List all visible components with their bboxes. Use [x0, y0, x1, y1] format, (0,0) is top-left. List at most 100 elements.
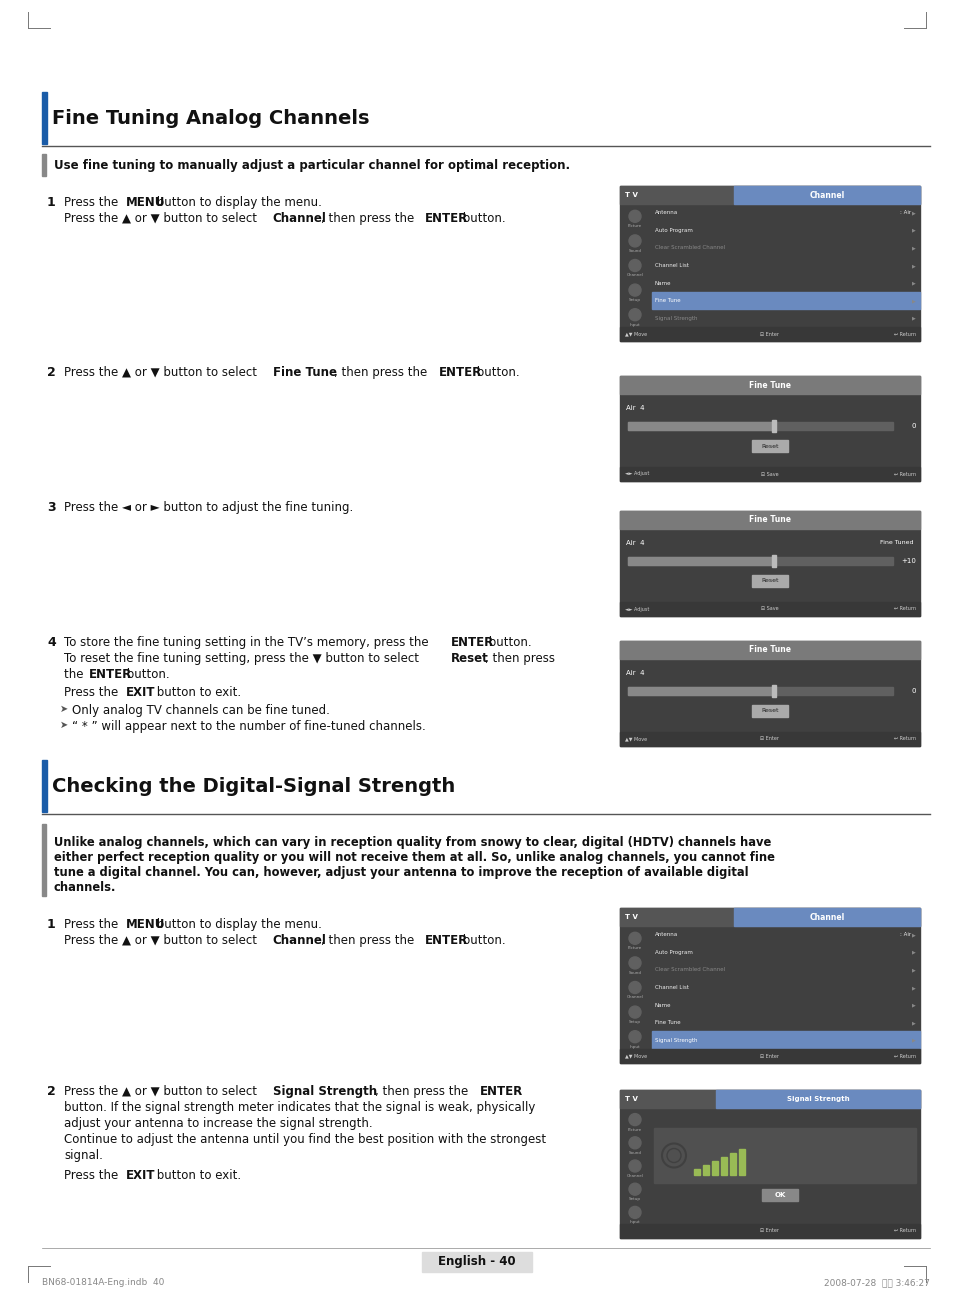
Bar — [751, 440, 787, 452]
Text: ▲▼ Move: ▲▼ Move — [624, 1053, 646, 1058]
Text: ▶: ▶ — [911, 950, 915, 955]
Bar — [651, 1031, 919, 1049]
Text: ▶: ▶ — [911, 1020, 915, 1026]
Text: Press the ▲ or ▼ button to select: Press the ▲ or ▼ button to select — [64, 212, 260, 225]
Text: ↩ Return: ↩ Return — [893, 736, 915, 741]
Text: ➤: ➤ — [60, 721, 68, 730]
Text: Reset: Reset — [760, 444, 778, 448]
Bar — [751, 705, 787, 717]
Text: Setup: Setup — [628, 1020, 640, 1024]
Bar — [627, 557, 892, 565]
Text: ⊟ Enter: ⊟ Enter — [760, 736, 779, 741]
Text: ↩ Return: ↩ Return — [893, 472, 915, 477]
Circle shape — [628, 309, 640, 321]
Text: ▲▼ Move: ▲▼ Move — [624, 331, 646, 337]
Text: ENTER: ENTER — [425, 934, 468, 947]
Text: Channel: Channel — [808, 913, 843, 921]
Text: Auto Program: Auto Program — [655, 950, 692, 955]
Text: Channel: Channel — [808, 190, 843, 199]
Bar — [619, 376, 919, 481]
Text: Press the: Press the — [64, 196, 122, 210]
Text: channels.: channels. — [54, 882, 116, 893]
Text: button.: button. — [123, 668, 170, 681]
Text: ⊟ Enter: ⊟ Enter — [760, 331, 779, 337]
Text: Picture: Picture — [627, 946, 641, 950]
Text: Checking the Digital-Signal Strength: Checking the Digital-Signal Strength — [52, 777, 455, 795]
Text: “ * ” will appear next to the number of fine-tuned channels.: “ * ” will appear next to the number of … — [71, 721, 425, 734]
Text: : Air: : Air — [899, 211, 910, 215]
Bar — [42, 824, 46, 896]
Text: Air  4: Air 4 — [625, 669, 644, 676]
Text: Antenna: Antenna — [655, 211, 678, 215]
Circle shape — [628, 1159, 640, 1172]
Text: Reset: Reset — [760, 579, 778, 583]
Text: Press the ▲ or ▼ button to select: Press the ▲ or ▼ button to select — [64, 934, 260, 947]
Text: ◄► Adjust: ◄► Adjust — [624, 607, 649, 612]
Text: ▶: ▶ — [911, 985, 915, 990]
Bar — [619, 908, 919, 1062]
Text: , then press the: , then press the — [375, 1085, 472, 1098]
Circle shape — [628, 1031, 640, 1043]
Text: Press the: Press the — [64, 918, 122, 931]
Bar — [771, 555, 775, 567]
Text: the: the — [64, 668, 87, 681]
Text: Fine Tune: Fine Tune — [655, 1020, 679, 1026]
Text: , then press the: , then press the — [320, 934, 417, 947]
Bar — [627, 422, 892, 430]
Text: ↩ Return: ↩ Return — [893, 607, 915, 612]
Text: Sound: Sound — [628, 249, 640, 253]
Text: Reset: Reset — [450, 652, 488, 665]
Text: button.: button. — [484, 635, 531, 648]
Text: 2008-07-28  오후 3:46:27: 2008-07-28 오후 3:46:27 — [823, 1279, 929, 1286]
Bar — [627, 422, 773, 430]
Circle shape — [628, 981, 640, 993]
Text: Channel: Channel — [273, 934, 326, 947]
Bar — [619, 511, 919, 616]
Bar — [619, 603, 919, 616]
Text: Channel List: Channel List — [655, 263, 688, 269]
Text: MENU: MENU — [125, 196, 165, 210]
Bar — [693, 1169, 700, 1175]
Bar — [42, 92, 47, 144]
Text: 2: 2 — [47, 365, 55, 379]
Bar — [761, 1189, 797, 1201]
Text: ▶: ▶ — [911, 228, 915, 233]
Bar — [619, 328, 919, 341]
Text: Press the: Press the — [64, 686, 122, 700]
Bar — [619, 186, 919, 341]
Text: button. If the signal strength meter indicates that the signal is weak, physical: button. If the signal strength meter ind… — [64, 1100, 535, 1113]
Text: ➤: ➤ — [60, 703, 68, 714]
Bar — [654, 1128, 915, 1183]
Text: button.: button. — [458, 212, 505, 225]
Bar — [651, 292, 919, 309]
Text: Press the ◄ or ► button to adjust the fine tuning.: Press the ◄ or ► button to adjust the fi… — [64, 500, 353, 514]
Bar — [421, 1252, 532, 1272]
Circle shape — [628, 1137, 640, 1149]
Text: Fine Tune: Fine Tune — [748, 380, 790, 389]
Text: ⊟ Save: ⊟ Save — [760, 472, 778, 477]
Text: Setup: Setup — [628, 1197, 640, 1201]
Text: Press the ▲ or ▼ button to select: Press the ▲ or ▼ button to select — [64, 365, 260, 379]
Bar — [771, 421, 775, 432]
Text: ↩ Return: ↩ Return — [893, 1053, 915, 1058]
Bar — [619, 641, 919, 659]
Text: 1: 1 — [47, 196, 55, 210]
Bar — [739, 1149, 744, 1175]
Text: ▶: ▶ — [911, 245, 915, 250]
Text: Name: Name — [655, 1002, 671, 1007]
Text: English - 40: English - 40 — [437, 1255, 516, 1268]
Text: Fine Tuned: Fine Tuned — [880, 541, 913, 545]
Text: Channel: Channel — [626, 996, 642, 1000]
Text: Reset: Reset — [760, 709, 778, 714]
Text: Sound: Sound — [628, 971, 640, 975]
Text: Signal Strength: Signal Strength — [786, 1096, 848, 1102]
Circle shape — [628, 1006, 640, 1018]
Bar — [42, 760, 47, 812]
Bar — [720, 1157, 726, 1175]
Text: ◄► Adjust: ◄► Adjust — [624, 472, 649, 477]
Bar — [627, 686, 773, 696]
Text: Fine Tune: Fine Tune — [748, 646, 790, 655]
Text: T V: T V — [624, 1096, 638, 1102]
Bar — [619, 641, 919, 745]
Circle shape — [628, 1114, 640, 1125]
